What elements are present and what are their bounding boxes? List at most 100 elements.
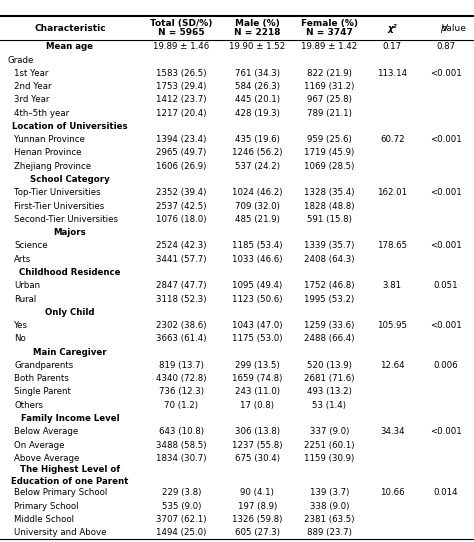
Text: Yes: Yes	[14, 321, 28, 330]
Text: 17 (0.8): 17 (0.8)	[240, 401, 274, 410]
Text: 0.014: 0.014	[433, 488, 458, 498]
Text: 90 (4.1): 90 (4.1)	[240, 488, 274, 498]
Text: On Average: On Average	[14, 441, 65, 449]
Text: Yunnan Province: Yunnan Province	[14, 135, 85, 144]
Text: <0.001: <0.001	[430, 188, 461, 197]
Text: 1995 (53.2): 1995 (53.2)	[304, 294, 355, 304]
Text: Grade: Grade	[7, 56, 34, 64]
Text: N = 5965: N = 5965	[158, 28, 205, 37]
Text: 338 (9.0): 338 (9.0)	[310, 501, 349, 511]
Text: 1834 (30.7): 1834 (30.7)	[156, 454, 207, 463]
Text: 0.87: 0.87	[436, 42, 455, 51]
Text: 3707 (62.1): 3707 (62.1)	[156, 515, 207, 524]
Text: Second-Tier Universities: Second-Tier Universities	[14, 215, 118, 224]
Text: 0.006: 0.006	[433, 361, 458, 370]
Text: Only Child: Only Child	[45, 308, 95, 317]
Text: 2251 (60.1): 2251 (60.1)	[304, 441, 355, 449]
Text: 1583 (26.5): 1583 (26.5)	[156, 69, 207, 78]
Text: 2847 (47.7): 2847 (47.7)	[156, 281, 207, 290]
Text: 1259 (33.6): 1259 (33.6)	[304, 321, 355, 330]
Text: Top-Tier Universities: Top-Tier Universities	[14, 188, 101, 197]
Text: 2408 (64.3): 2408 (64.3)	[304, 255, 355, 264]
Text: 2302 (38.6): 2302 (38.6)	[156, 321, 207, 330]
Text: 1753 (29.4): 1753 (29.4)	[156, 82, 207, 91]
Text: Both Parents: Both Parents	[14, 374, 69, 383]
Text: 53 (1.4): 53 (1.4)	[312, 401, 346, 410]
Text: 2381 (63.5): 2381 (63.5)	[304, 515, 355, 524]
Text: Zhejiang Province: Zhejiang Province	[14, 162, 91, 171]
Text: No: No	[14, 334, 26, 343]
Text: 197 (8.9): 197 (8.9)	[237, 501, 277, 511]
Text: 12.64: 12.64	[380, 361, 404, 370]
Text: 1752 (46.8): 1752 (46.8)	[304, 281, 355, 290]
Text: N = 2218: N = 2218	[234, 28, 281, 37]
Text: 967 (25.8): 967 (25.8)	[307, 95, 352, 105]
Text: 1237 (55.8): 1237 (55.8)	[232, 441, 283, 449]
Text: 229 (3.8): 229 (3.8)	[162, 488, 201, 498]
Text: 3118 (52.3): 3118 (52.3)	[156, 294, 207, 304]
Text: 709 (32.0): 709 (32.0)	[235, 202, 280, 211]
Text: 761 (34.3): 761 (34.3)	[235, 69, 280, 78]
Text: 1659 (74.8): 1659 (74.8)	[232, 374, 283, 383]
Text: Total (SD/%): Total (SD/%)	[150, 20, 212, 29]
Text: Majors: Majors	[54, 228, 86, 237]
Text: 889 (23.7): 889 (23.7)	[307, 528, 352, 537]
Text: 789 (21.1): 789 (21.1)	[307, 108, 352, 118]
Text: <0.001: <0.001	[430, 135, 461, 144]
Text: School Category: School Category	[30, 175, 110, 184]
Text: 1606 (26.9): 1606 (26.9)	[156, 162, 207, 171]
Text: 959 (25.6): 959 (25.6)	[307, 135, 352, 144]
Text: <0.001: <0.001	[430, 241, 461, 250]
Text: 1076 (18.0): 1076 (18.0)	[156, 215, 207, 224]
Text: 337 (9.0): 337 (9.0)	[310, 427, 349, 436]
Text: 1412 (23.7): 1412 (23.7)	[156, 95, 207, 105]
Text: 493 (13.2): 493 (13.2)	[307, 388, 352, 396]
Text: 1043 (47.0): 1043 (47.0)	[232, 321, 283, 330]
Text: 1169 (31.2): 1169 (31.2)	[304, 82, 355, 91]
Text: 1069 (28.5): 1069 (28.5)	[304, 162, 355, 171]
Text: 2537 (42.5): 2537 (42.5)	[156, 202, 207, 211]
Text: Characteristic: Characteristic	[34, 24, 106, 33]
Text: 162.01: 162.01	[377, 188, 407, 197]
Text: 299 (13.5): 299 (13.5)	[235, 361, 280, 370]
Text: 3441 (57.7): 3441 (57.7)	[156, 255, 207, 264]
Text: 1st Year: 1st Year	[14, 69, 49, 78]
Text: 1328 (35.4): 1328 (35.4)	[304, 188, 355, 197]
Text: Education of one Parent: Education of one Parent	[11, 477, 128, 486]
Text: 34.34: 34.34	[380, 427, 404, 436]
Text: Primary School: Primary School	[14, 501, 79, 511]
Text: <0.001: <0.001	[430, 321, 461, 330]
Text: Henan Province: Henan Province	[14, 149, 82, 158]
Text: 643 (10.8): 643 (10.8)	[159, 427, 204, 436]
Text: <0.001: <0.001	[430, 69, 461, 78]
Text: Value: Value	[442, 24, 466, 33]
Text: 2nd Year: 2nd Year	[14, 82, 52, 91]
Text: 2965 (49.7): 2965 (49.7)	[156, 149, 207, 158]
Text: 1326 (59.8): 1326 (59.8)	[232, 515, 283, 524]
Text: 537 (24.2): 537 (24.2)	[235, 162, 280, 171]
Text: 4340 (72.8): 4340 (72.8)	[156, 374, 207, 383]
Text: 19.90 ± 1.52: 19.90 ± 1.52	[229, 42, 285, 51]
Text: 113.14: 113.14	[377, 69, 407, 78]
Text: Mean age: Mean age	[46, 42, 93, 51]
Text: N = 3747: N = 3747	[306, 28, 353, 37]
Text: 1033 (46.6): 1033 (46.6)	[232, 255, 283, 264]
Text: 178.65: 178.65	[377, 241, 407, 250]
Text: 3rd Year: 3rd Year	[14, 95, 50, 105]
Text: 435 (19.6): 435 (19.6)	[235, 135, 280, 144]
Text: 2524 (42.3): 2524 (42.3)	[156, 241, 207, 250]
Text: Male (%): Male (%)	[235, 20, 280, 29]
Text: 1159 (30.9): 1159 (30.9)	[304, 454, 355, 463]
Text: 2681 (71.6): 2681 (71.6)	[304, 374, 355, 383]
Text: 445 (20.1): 445 (20.1)	[235, 95, 280, 105]
Text: 1394 (23.4): 1394 (23.4)	[156, 135, 207, 144]
Text: 675 (30.4): 675 (30.4)	[235, 454, 280, 463]
Text: 0.051: 0.051	[433, 281, 458, 290]
Text: 105.95: 105.95	[377, 321, 407, 330]
Text: 1246 (56.2): 1246 (56.2)	[232, 149, 283, 158]
Text: 1339 (35.7): 1339 (35.7)	[304, 241, 355, 250]
Text: Below Average: Below Average	[14, 427, 79, 436]
Text: 535 (9.0): 535 (9.0)	[162, 501, 201, 511]
Text: Middle School: Middle School	[14, 515, 74, 524]
Text: 3488 (58.5): 3488 (58.5)	[156, 441, 207, 449]
